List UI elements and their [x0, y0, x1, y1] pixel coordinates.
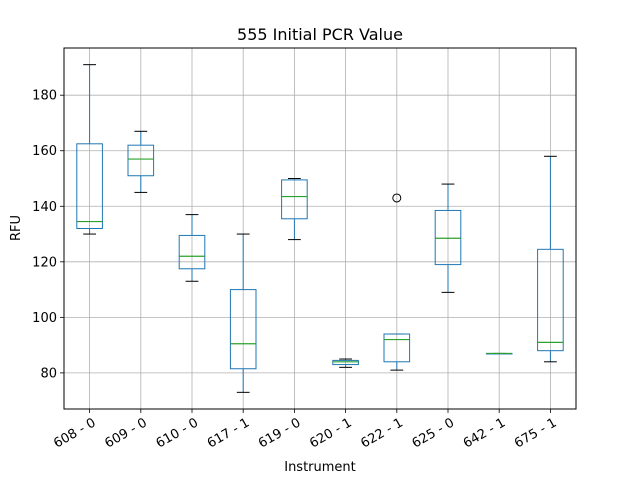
box-group — [178, 214, 206, 282]
y-tick-label: 160 — [32, 144, 57, 159]
iqr-box — [434, 209, 462, 266]
y-tick-label: 180 — [32, 89, 57, 104]
iqr-box — [332, 359, 359, 366]
box-group — [383, 193, 411, 371]
iqr-box — [229, 289, 257, 370]
outlier-point — [392, 193, 402, 203]
chart-title: 555 Initial PCR Value — [237, 25, 403, 44]
box-group — [229, 233, 257, 393]
iqr-box — [537, 248, 564, 352]
y-axis-title: RFU — [9, 215, 24, 241]
x-axis-title: Instrument — [284, 460, 356, 475]
y-tick-label: 80 — [40, 366, 57, 381]
iqr-box — [281, 179, 308, 220]
iqr-box — [383, 333, 411, 363]
box-group — [281, 178, 308, 241]
boxes-layer — [76, 64, 564, 393]
y-tick-label: 100 — [32, 311, 57, 326]
y-axis-ticks: 80 100 120 140 160 180 — [32, 89, 64, 381]
box-group — [485, 352, 513, 355]
box-group — [76, 64, 103, 235]
plot-frame — [63, 47, 577, 410]
box-group — [332, 358, 359, 368]
box-group — [127, 130, 155, 193]
iqr-box — [76, 143, 103, 229]
y-tick-label: 120 — [32, 255, 57, 270]
iqr-box — [127, 144, 155, 177]
iqr-box — [178, 234, 206, 270]
y-tick-label: 140 — [32, 200, 57, 215]
box-group — [434, 183, 462, 293]
box-group — [537, 155, 564, 363]
